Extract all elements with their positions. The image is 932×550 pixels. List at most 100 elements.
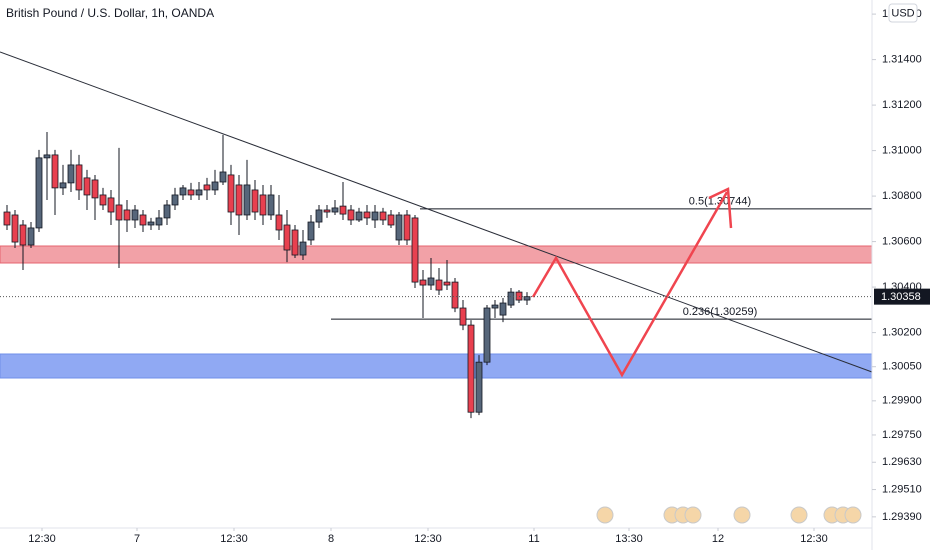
candle-body: [363, 211, 371, 219]
y-tick-label: 1.31000: [882, 145, 922, 157]
flag-icon: [733, 506, 751, 524]
candle-body: [427, 277, 435, 286]
candle-body: [59, 182, 67, 189]
x-tick-label: 12:30: [28, 533, 56, 545]
candle-body: [43, 154, 51, 159]
candles: [3, 131, 531, 419]
candle-body: [171, 194, 179, 206]
candle-body: [435, 279, 443, 291]
candle-body: [499, 302, 507, 316]
x-tick-label: 12:30: [800, 533, 828, 545]
x-tick-label: 12:30: [220, 533, 248, 545]
candle-body: [339, 205, 347, 215]
last-price-label: 1.30358: [881, 291, 921, 303]
candle-body: [491, 304, 499, 309]
candle-body: [107, 197, 115, 213]
flag-icon: [790, 506, 808, 524]
candle-body: [19, 224, 27, 246]
chart-title: British Pound / U.S. Dollar, 1h, OANDA: [6, 6, 214, 20]
x-tick-label: 12:30: [414, 533, 442, 545]
y-tick-label: 1.29510: [882, 483, 922, 495]
x-tick-label: 12: [712, 533, 724, 545]
y-tick-label: 1.30050: [882, 361, 922, 373]
candle-body: [227, 174, 235, 213]
candle-body: [411, 217, 419, 283]
candle-body: [355, 211, 363, 221]
candle-body: [467, 324, 475, 413]
candle-body: [379, 211, 387, 221]
x-tick-label: 7: [134, 533, 140, 545]
y-tick-label: 1.29900: [882, 395, 922, 407]
resistance-zone: [0, 245, 873, 264]
candle-body: [75, 164, 83, 191]
y-tick-label: 1.29630: [882, 456, 922, 468]
candle-body: [243, 184, 251, 216]
candle-body: [507, 291, 515, 306]
candle-body: [219, 171, 227, 183]
candle-body: [3, 211, 11, 226]
candle-body: [475, 361, 483, 413]
candle-body: [35, 157, 43, 229]
candle-body: [483, 307, 491, 363]
candle-body: [371, 211, 379, 221]
candle-body: [267, 194, 275, 216]
candle-body: [259, 194, 267, 216]
candle-body: [451, 281, 459, 309]
candle-body: [291, 229, 299, 256]
candle-body: [139, 214, 147, 226]
candle-body: [275, 214, 283, 231]
candle-body: [419, 279, 427, 286]
y-tick-label: 1.29750: [882, 429, 922, 441]
candle-body: [67, 164, 75, 184]
flag-icon: [684, 506, 702, 524]
candle-body: [283, 224, 291, 251]
y-tick-label: 1.31200: [882, 99, 922, 111]
candle-body: [459, 307, 467, 326]
candle-body: [195, 189, 203, 196]
candle-body: [299, 241, 307, 256]
candle-body: [99, 194, 107, 206]
currency-label: USD: [891, 7, 914, 19]
candle-body: [27, 227, 35, 246]
candle-body: [155, 217, 163, 226]
candle-body: [51, 154, 59, 189]
zones: [0, 245, 873, 379]
candle-body: [11, 214, 19, 243]
candle-body: [187, 189, 195, 196]
y-tick-label: 1.30800: [882, 190, 922, 202]
axes: 1.316001.314001.312001.310001.308001.306…: [0, 8, 930, 545]
candle-body: [395, 214, 403, 241]
candle-body: [91, 179, 99, 199]
support-zone: [0, 353, 873, 379]
candle-body: [387, 214, 395, 226]
x-tick-label: 8: [328, 533, 334, 545]
candle-body: [163, 204, 171, 219]
candle-body: [83, 177, 91, 196]
candle-body: [307, 221, 315, 241]
candle-body: [403, 214, 411, 241]
candle-body: [203, 184, 211, 191]
x-tick-label: 13:30: [615, 533, 643, 545]
candle-body: [251, 189, 259, 213]
y-tick-label: 1.29390: [882, 511, 922, 523]
candle-body: [347, 209, 355, 221]
candle-body: [179, 187, 187, 196]
y-tick-label: 1.31400: [882, 54, 922, 66]
candle-body: [323, 209, 331, 213]
candle-body: [443, 281, 451, 286]
candle-body: [523, 296, 531, 301]
candle-body: [235, 184, 243, 216]
projection-arrow: [531, 187, 733, 378]
candle-body: [123, 209, 131, 221]
candle-body: [115, 204, 123, 221]
arrow-head: [708, 187, 733, 229]
currency-button[interactable]: [888, 3, 918, 23]
flag-icon: [844, 506, 862, 524]
candle-body: [211, 181, 219, 191]
projection-path: [531, 191, 729, 378]
event-flags: [596, 506, 862, 524]
candle-body: [331, 207, 339, 213]
candle-body: [515, 291, 523, 301]
